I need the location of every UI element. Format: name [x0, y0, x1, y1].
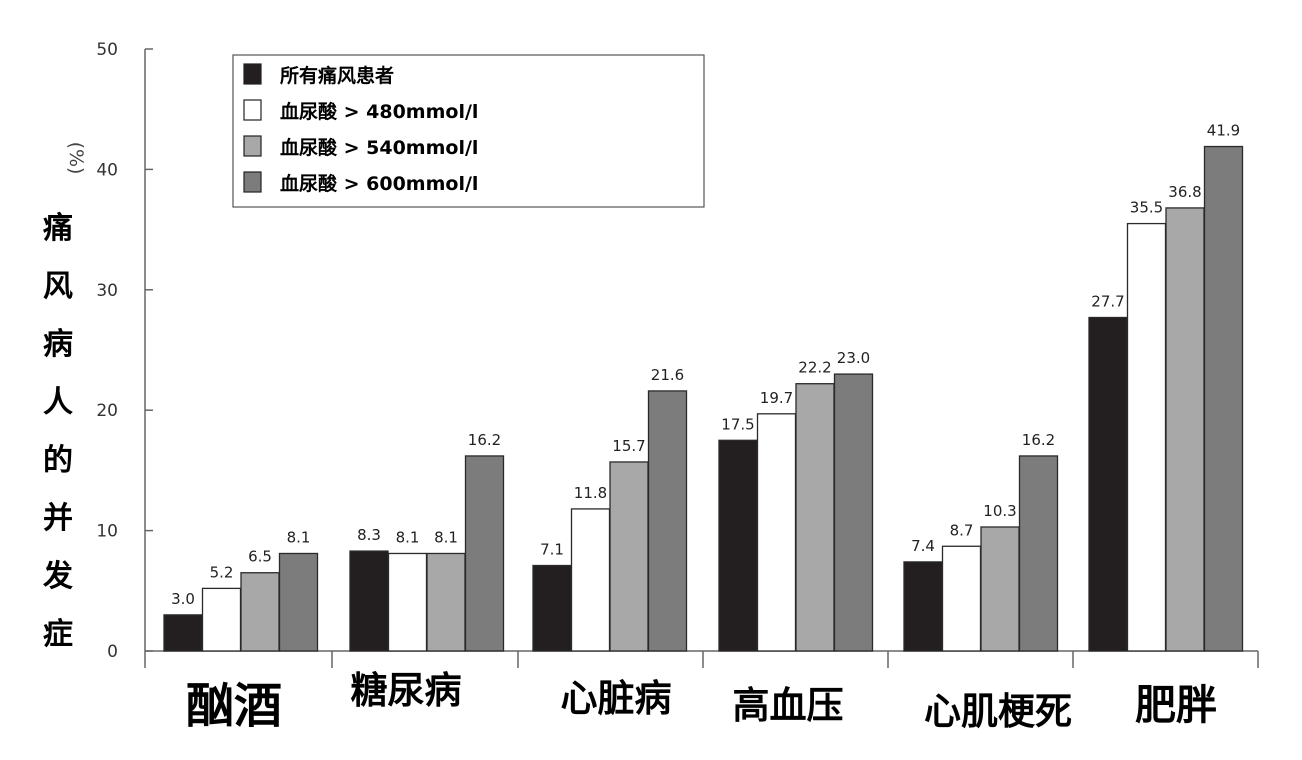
bar — [980, 526, 1020, 652]
y-tick-label: 0 — [107, 642, 118, 662]
data-label: 8.1 — [287, 528, 311, 546]
axis-layer: 0 10 20 30 40 50 — [96, 40, 1259, 668]
y-tick-label: 10 — [96, 522, 118, 542]
data-label: 6.5 — [248, 548, 272, 566]
data-label: 23.0 — [837, 349, 870, 367]
data-label: 8.1 — [434, 528, 458, 546]
category-label: 心脏病 — [561, 677, 672, 720]
y-tick-label: 20 — [96, 401, 118, 421]
data-label: 7.4 — [911, 537, 935, 555]
data-label: 8.1 — [396, 528, 420, 546]
legend-label: 所有痛风患者 — [280, 64, 394, 87]
bar — [1165, 207, 1205, 652]
category-labels-layer: 酗酒 糖尿病 心脏病 高血压 心肌梗死 肥胖 — [186, 669, 1217, 734]
legend-swatch — [243, 135, 262, 157]
data-label: 21.6 — [651, 366, 684, 384]
bar — [718, 439, 758, 652]
data-label: 11.8 — [574, 484, 607, 502]
bar — [903, 561, 943, 652]
bar — [609, 461, 649, 652]
data-label: 5.2 — [210, 563, 234, 581]
data-label: 16.2 — [468, 431, 501, 449]
data-label: 3.0 — [171, 590, 195, 608]
bar — [756, 413, 797, 652]
data-label: 7.1 — [540, 541, 564, 559]
category-label: 酗酒 — [186, 678, 282, 734]
y-tick-label: 30 — [96, 281, 118, 301]
data-label: 22.2 — [798, 359, 831, 377]
data-label: 19.7 — [760, 389, 793, 407]
legend-label: 血尿酸 > 600mmol/l — [280, 172, 478, 195]
legend-swatch — [243, 99, 262, 121]
y-axis-unit: (%) — [65, 142, 87, 175]
bar — [387, 552, 428, 652]
legend-swatch — [243, 171, 262, 193]
category-label: 心肌梗死 — [924, 690, 1072, 733]
bar — [464, 455, 505, 652]
data-label: 36.8 — [1168, 183, 1201, 201]
data-label: 41.9 — [1207, 122, 1240, 140]
data-label: 27.7 — [1091, 292, 1124, 310]
legend-label: 血尿酸 > 480mmol/l — [280, 100, 478, 123]
bar — [240, 572, 280, 652]
y-tick-label: 40 — [96, 160, 118, 180]
data-label: 17.5 — [721, 415, 754, 433]
bar — [1126, 222, 1167, 652]
bar — [1018, 455, 1059, 652]
bar — [941, 545, 982, 652]
bar — [426, 552, 466, 652]
data-label: 8.3 — [357, 526, 381, 544]
bar — [163, 614, 203, 652]
data-label: 15.7 — [612, 437, 645, 455]
bar — [532, 564, 572, 652]
data-label: 35.5 — [1130, 199, 1163, 217]
bar — [349, 550, 389, 652]
category-label: 糖尿病 — [351, 669, 462, 712]
bar — [570, 508, 611, 652]
y-axis-title: 痛风病人的并发症 — [42, 211, 73, 652]
bar — [201, 587, 242, 652]
category-label: 高血压 — [733, 684, 844, 727]
legend-label: 血尿酸 > 540mmol/l — [280, 136, 478, 159]
bar — [1203, 145, 1244, 652]
bar — [795, 383, 835, 652]
y-tick-label: 50 — [96, 40, 118, 60]
bar — [1088, 316, 1128, 652]
bar — [833, 373, 874, 652]
data-label: 16.2 — [1022, 431, 1055, 449]
category-label: 肥胖 — [1135, 681, 1217, 729]
data-label: 8.7 — [950, 521, 974, 539]
data-labels-layer: 3.0 8.3 7.1 17.5 7.4 27.7 5.2 8.1 11.8 19.7 8.7 35.… — [171, 122, 1240, 608]
legend-swatch — [243, 63, 262, 85]
legend-box — [232, 54, 705, 208]
bar — [647, 390, 688, 652]
data-label: 10.3 — [983, 502, 1016, 520]
bar — [278, 552, 319, 652]
bars-layer — [163, 145, 1244, 652]
